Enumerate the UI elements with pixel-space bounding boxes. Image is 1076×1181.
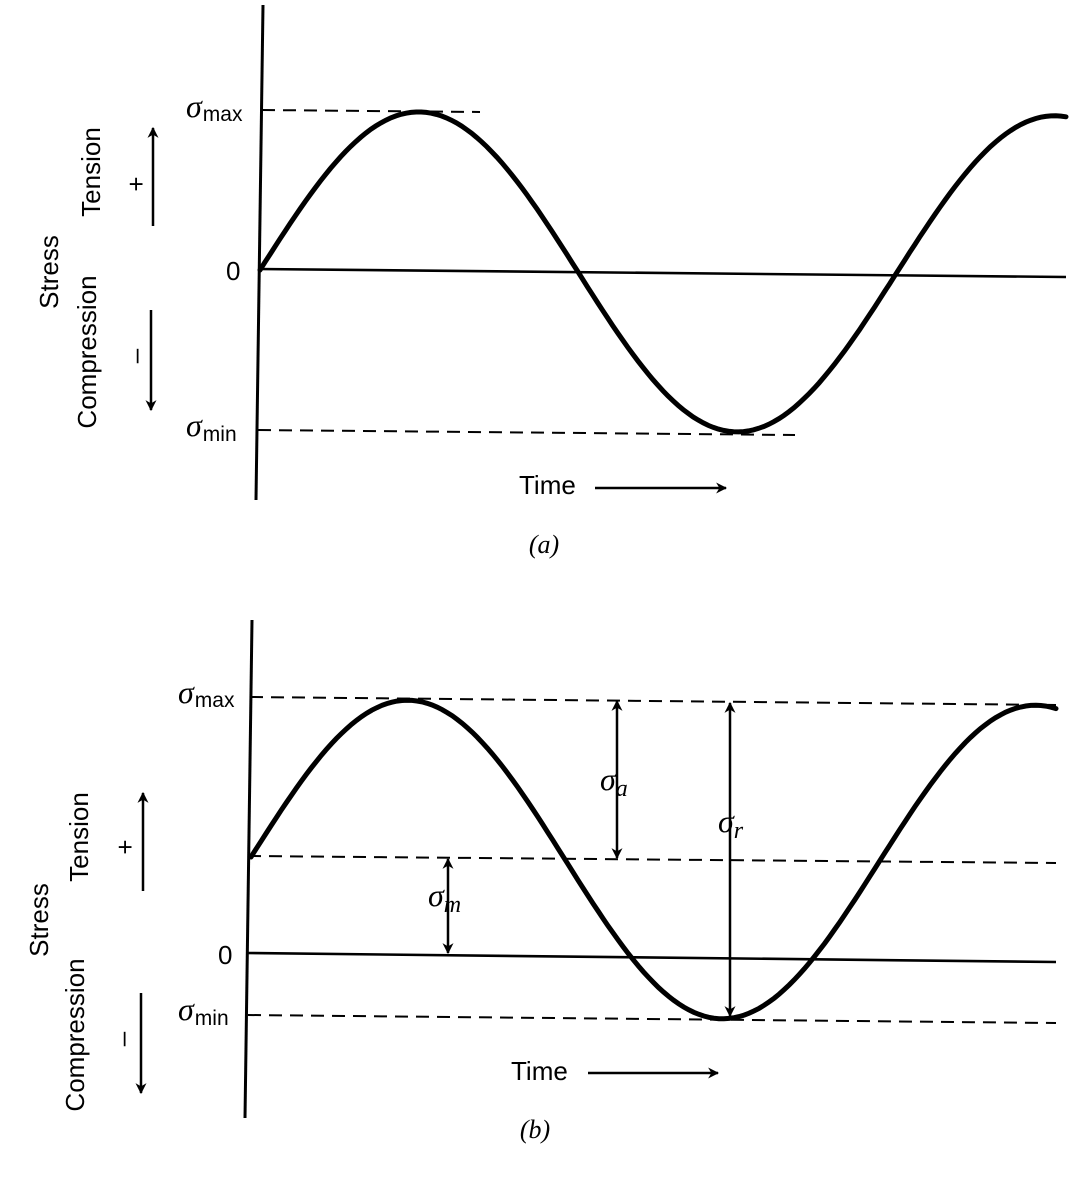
panel-a-sigma-max-label: σmax [186, 88, 243, 126]
panel-a-minus-sign: – [120, 348, 150, 363]
panel-b-caption: (b) [520, 1115, 550, 1144]
panel-a-sigma-max-line [261, 109, 481, 113]
panel-b-zero-label: 0 [218, 940, 232, 970]
panel-b-sigma-min-label: σmin [178, 991, 229, 1030]
panel-b-sigma-a-symbol: σ [600, 761, 617, 797]
panel-b-sigma-r-symbol: σ [718, 803, 735, 839]
panel-b-sigma-min-symbol: σ [178, 991, 195, 1027]
panel-a-zero-label: 0 [226, 256, 240, 286]
panel-b-minus-sign: – [107, 1031, 137, 1046]
panel-b-plus-sign: + [110, 839, 140, 854]
panel-b-sigma-max-symbol: σ [178, 674, 195, 710]
panel-b-sigma-mean-line [247, 855, 1057, 864]
panel-b-sigma-m-symbol: σ [428, 877, 445, 913]
panel-a-time-label: Time [519, 470, 576, 500]
panel-a-stress-curve [257, 109, 1069, 435]
panel-b-sigma-r-label: σr [718, 803, 744, 844]
panel-b-sigma-max-line [249, 696, 1057, 706]
panel-a-sigma-min-symbol: σ [186, 407, 203, 443]
panel-b-zero-line [245, 951, 1057, 964]
panel-b-sigma-max-subscript: max [195, 689, 235, 712]
panel-a-stress-title: Stress [34, 235, 64, 309]
panel-b-sigma-m-label: σm [428, 877, 461, 918]
panel-a-sigma-min-label: σmin [186, 407, 237, 446]
panel-b-sigma-a-label: σa [600, 761, 628, 802]
panel-a-zero-line [257, 267, 1067, 279]
panel-b-sigma-r-subscript: r [734, 818, 744, 844]
panel-b-time-label: Time [511, 1056, 568, 1086]
panel-b: σa σr σm σmax σmin 0 Stress Tension Comp… [24, 619, 1059, 1144]
panel-a-tension-label: Tension [76, 127, 106, 217]
panel-b-stress-axis [243, 619, 254, 1119]
panel-a-plus-sign: + [121, 176, 151, 191]
panel-b-stress-title: Stress [24, 883, 54, 957]
panel-a-sigma-min-subscript: min [203, 423, 237, 446]
panel-a-compression-label: Compression [72, 275, 102, 428]
panel-a-sigma-min-line [257, 429, 796, 436]
panel-b-compression-label: Compression [60, 958, 90, 1111]
panel-b-stress-curve [248, 697, 1059, 1022]
panel-a: σmax σmin 0 Stress Tension Compression +… [34, 4, 1069, 559]
panel-b-sigma-min-line [247, 1014, 1057, 1024]
panel-a-stress-axis [254, 4, 265, 501]
panel-b-sigma-max-label: σmax [178, 674, 235, 712]
panel-a-caption: (a) [529, 530, 559, 559]
panel-b-sigma-min-subscript: min [195, 1007, 229, 1030]
panel-b-tension-label: Tension [64, 792, 94, 882]
panel-a-sigma-max-subscript: max [203, 103, 243, 126]
panel-b-sigma-m-subscript: m [444, 892, 461, 918]
panel-a-sigma-max-symbol: σ [186, 88, 203, 124]
panel-b-sigma-a-subscript: a [616, 776, 628, 802]
